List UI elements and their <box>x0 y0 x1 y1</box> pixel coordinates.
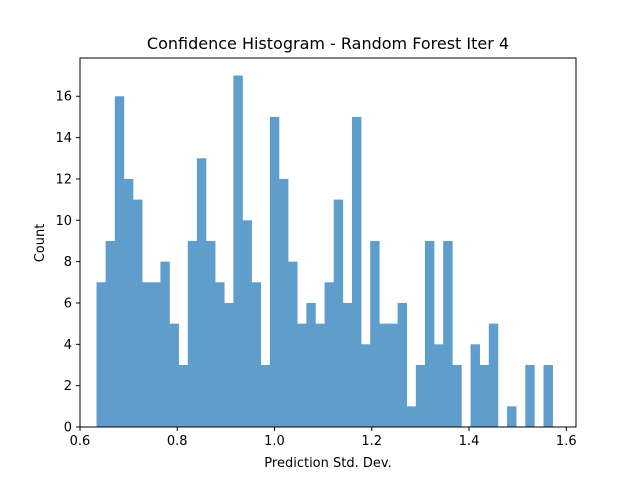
histogram-bar <box>333 199 344 427</box>
histogram-bar <box>315 323 325 427</box>
y-tick-label: 0 <box>64 421 72 436</box>
plot-frame <box>79 57 577 428</box>
chart-title: Confidence Histogram - Random Forest Ite… <box>147 34 509 53</box>
y-tick-label: 14 <box>55 131 72 146</box>
x-tick-label: 0.8 <box>167 434 188 449</box>
x-tick-label: 1.2 <box>361 434 382 449</box>
x-tick-label: 1.0 <box>264 434 285 449</box>
y-tick-label: 6 <box>64 296 72 311</box>
y-tick-label: 10 <box>55 214 72 229</box>
histogram-bar <box>543 364 553 427</box>
histogram-bar <box>351 116 362 428</box>
bars-group <box>96 75 553 428</box>
histogram-bar <box>269 116 280 428</box>
histogram-bar <box>278 178 289 427</box>
histogram-bar <box>370 240 380 427</box>
histogram-bar <box>488 323 499 427</box>
histogram-bar <box>96 282 106 427</box>
histogram-bar <box>251 282 262 427</box>
histogram-bar <box>133 199 143 427</box>
histogram-bar <box>178 364 189 427</box>
histogram-bar <box>479 364 490 427</box>
histogram-bar <box>160 261 170 427</box>
x-axis-label: Prediction Std. Dev. <box>264 456 391 471</box>
y-tick-label: 16 <box>55 90 72 105</box>
histogram-bar <box>142 282 152 427</box>
histogram-bar <box>470 344 480 427</box>
histogram-bar <box>123 178 134 427</box>
histogram-bar <box>242 220 252 427</box>
y-tick-label: 4 <box>64 338 72 353</box>
histogram-bar <box>224 302 234 427</box>
histogram-bar <box>215 282 225 427</box>
histogram-bar <box>397 302 407 427</box>
histogram-bar <box>434 344 444 427</box>
histogram-bar <box>169 323 179 427</box>
histogram-bar <box>388 323 398 427</box>
histogram-bar <box>260 364 271 427</box>
y-axis-label: Count <box>33 224 48 263</box>
histogram-bar <box>525 364 535 427</box>
histogram-bar <box>415 364 426 427</box>
histogram-bar <box>361 344 371 427</box>
histogram-bar <box>306 302 316 427</box>
histogram-bar <box>105 240 116 427</box>
histogram-bar <box>342 302 353 427</box>
x-tick-label: 1.4 <box>459 434 480 449</box>
histogram-bar <box>114 96 125 427</box>
histogram-bar <box>379 323 389 427</box>
y-tick-label: 8 <box>64 255 72 270</box>
axes-group <box>79 57 577 428</box>
y-tick-label: 2 <box>64 379 72 394</box>
histogram-bar <box>233 75 243 428</box>
histogram-bar <box>443 240 453 427</box>
x-tick-label: 0.6 <box>70 434 91 449</box>
y-tick-label: 12 <box>55 172 72 187</box>
y-axis-ticks: 0 2 4 6 8 10 12 14 16 <box>55 90 80 436</box>
histogram-bar <box>151 282 161 427</box>
histogram-bar <box>297 323 307 427</box>
histogram-bar <box>452 364 462 427</box>
x-axis-ticks: 0.6 0.8 1.0 1.2 1.4 1.6 <box>70 427 577 449</box>
histogram-bar <box>187 240 198 427</box>
x-tick-label: 1.6 <box>556 434 577 449</box>
histogram-bar <box>507 406 517 427</box>
histogram-bar <box>324 282 335 427</box>
histogram-bar <box>206 240 216 427</box>
histogram-bar <box>288 261 298 427</box>
histogram-bar <box>424 240 435 427</box>
histogram-bar <box>406 406 417 427</box>
histogram-bar <box>196 158 207 427</box>
